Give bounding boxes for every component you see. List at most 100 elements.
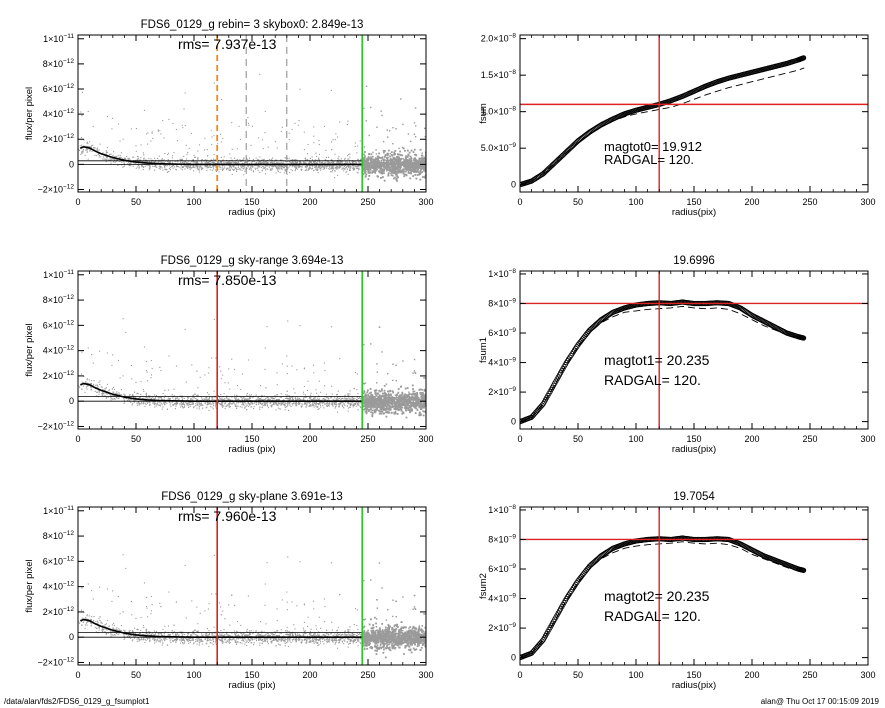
data-point [213,318,215,320]
data-point [344,394,346,396]
data-point [149,166,151,168]
data-point [367,178,370,181]
data-point [186,402,188,404]
data-point [272,166,274,168]
data-point [215,404,217,406]
data-point [363,170,366,173]
data-point [307,169,309,171]
data-point [285,170,287,172]
data-point [130,364,132,367]
data-point [402,163,404,166]
data-point [188,147,190,149]
data-point [352,169,354,171]
data-point [158,159,160,161]
data-point [290,405,292,408]
data-point [90,147,93,149]
data-point [252,397,254,399]
data-point [246,162,248,164]
data-point [407,171,410,174]
data-point [110,158,112,160]
data-point [248,124,250,126]
data-point [235,168,237,170]
data-point [341,162,343,164]
data-point [321,166,323,168]
data-point [375,170,378,172]
data-point [393,162,396,165]
data-point [274,165,276,168]
data-point [313,142,315,144]
data-point [138,160,140,162]
data-point [159,160,161,162]
data-point [120,157,122,159]
data-point [154,396,157,398]
data-point [219,166,221,168]
data-point [377,162,380,165]
data-point [321,164,324,167]
data-point [210,129,212,131]
data-point [179,395,181,397]
data-point [363,383,366,385]
data-point [166,408,168,410]
data-point [329,402,331,404]
data-point [349,169,351,172]
data-point [174,408,176,410]
data-point [302,160,304,162]
data-point [202,167,204,169]
data-point [369,167,372,170]
data-point [367,159,370,162]
data-point [132,403,134,405]
data-point [424,136,426,138]
data-point [393,161,396,164]
data-point [132,395,134,397]
data-point [150,161,152,163]
data-point [181,159,183,161]
data-point [272,397,274,399]
data-point [272,165,275,168]
data-point [332,161,334,163]
data-point [217,162,220,164]
data-point [345,166,348,168]
data-point [165,168,167,170]
data-point [353,168,355,170]
data-point [203,398,206,400]
data-point [365,166,368,169]
data-point [291,365,293,367]
data-point [247,403,249,405]
data-point [250,167,252,169]
data-point [157,130,159,132]
data-point [265,402,267,404]
data-point [307,143,309,146]
data-point [395,128,397,130]
data-point [212,403,215,405]
data-point [341,168,343,170]
data-point [306,402,308,404]
data-point [92,125,94,128]
data-point [392,156,395,159]
data-point [248,398,250,400]
data-point [360,162,362,164]
data-point [251,125,253,127]
data-point [338,403,340,405]
data-point [122,375,124,377]
data-point [418,167,421,170]
data-point [138,167,140,169]
data-point [378,162,381,164]
data-point [134,396,136,399]
data-point [85,145,87,147]
data-point [336,161,338,163]
data-point [343,399,346,401]
data-point [295,167,297,170]
data-point [306,389,309,392]
data-point [421,161,423,164]
data-point [149,404,151,406]
data-point [336,411,339,413]
data-point [127,157,129,159]
data-point [315,155,318,157]
data-point [106,393,108,395]
data-point [258,162,260,164]
data-point [314,399,316,401]
data-point [193,165,195,167]
data-point [355,162,357,164]
data-point [419,160,422,163]
data-point [110,162,112,164]
